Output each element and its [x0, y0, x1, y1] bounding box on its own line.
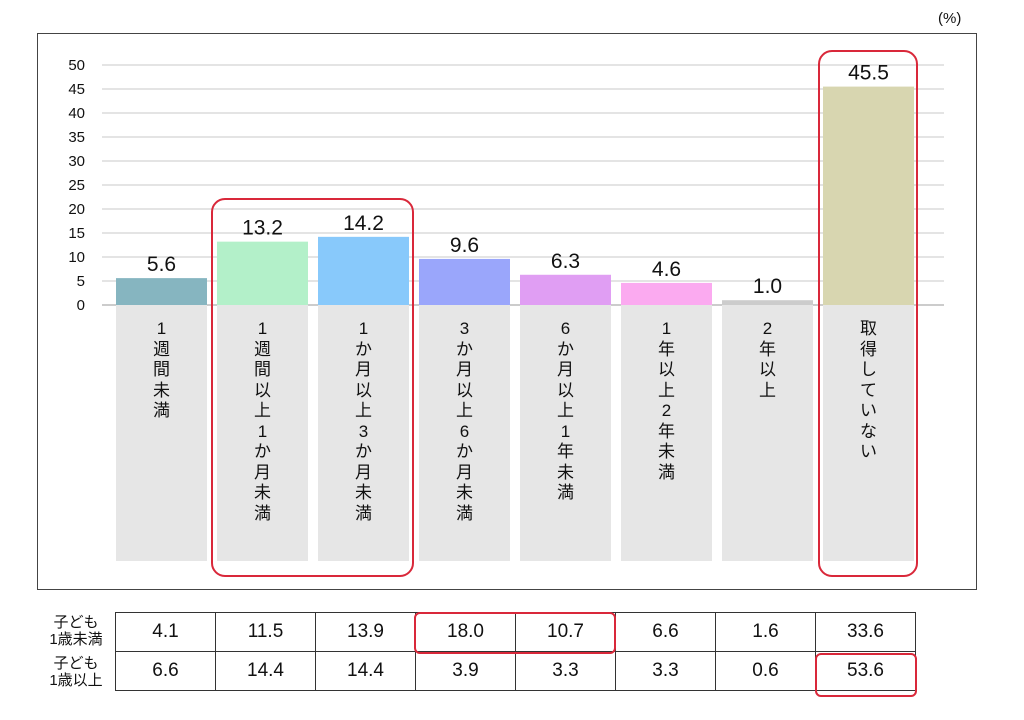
y-tick-label: 0	[77, 297, 85, 314]
category-label-panel	[621, 305, 712, 561]
bar	[318, 236, 409, 305]
value-label: 14.2	[343, 212, 384, 235]
row-label-under-1: 子ども 1歳未満	[49, 614, 103, 648]
value-label: 9.6	[450, 234, 479, 257]
category-label: 3か月以上6か月未満	[456, 319, 473, 523]
y-tick-label: 15	[68, 225, 85, 242]
value-label: 1.0	[753, 275, 782, 298]
y-tick-label: 5	[77, 273, 85, 290]
comparison-table: 4.1 11.5 13.9 18.0 10.7 6.6 1.6 33.6 6.6 14.4 14.4…	[115, 612, 916, 691]
y-tick-label: 25	[68, 177, 85, 194]
bar-chart: 0 5 10 15 20 25 30 35 40 45 50 5.6 13.2 14.2 9.6 6.3 4.…	[68, 57, 944, 561]
table-cell: 1.6	[715, 612, 816, 652]
bar	[419, 258, 510, 305]
value-label: 13.2	[242, 217, 283, 240]
category-label-panel	[419, 305, 510, 561]
category-label-panel	[823, 305, 914, 561]
bar	[116, 278, 207, 305]
bar	[217, 241, 308, 305]
bar	[823, 86, 914, 305]
table-cell: 14.4	[315, 651, 416, 691]
category-label: 1週間以上1か月未満	[254, 319, 271, 523]
category-label: 2年以上	[759, 319, 776, 400]
y-tick-label: 40	[68, 105, 85, 122]
category-label: 6か月以上1年未満	[557, 319, 574, 502]
y-tick-label: 10	[68, 249, 85, 266]
category-label: 取得していない	[860, 319, 877, 461]
table-highlight-row2	[815, 653, 917, 697]
table-cell: 6.6	[615, 612, 716, 652]
row-label-over-1: 子ども 1歳以上	[49, 655, 103, 689]
table-cell: 3.3	[515, 651, 616, 691]
table-cell: 11.5	[215, 612, 316, 652]
table-cell: 14.4	[215, 651, 316, 691]
bar	[722, 300, 813, 305]
highlight-box-not-taken	[818, 50, 918, 577]
table-cell: 6.6	[115, 651, 216, 691]
category-label: 1週間未満	[153, 319, 170, 420]
category-label-panel	[116, 305, 207, 561]
chart-frame: 0 5 10 15 20 25 30 35 40 45 50 5.6 13.2 14.2 9.6 6.3 4.…	[37, 33, 977, 590]
bar	[520, 274, 611, 305]
value-label: 4.6	[652, 258, 681, 281]
table-highlight-row1	[414, 612, 616, 654]
value-label: 45.5	[848, 62, 889, 85]
category-label-panel	[318, 305, 409, 561]
table-cell: 13.9	[315, 612, 416, 652]
y-tick-label: 50	[68, 57, 85, 74]
y-tick-label: 20	[68, 201, 85, 218]
table-cell: 3.9	[415, 651, 516, 691]
table-cell: 33.6	[815, 612, 916, 652]
unit-label: (%)	[938, 10, 962, 27]
y-tick-label: 45	[68, 81, 85, 98]
bar	[621, 282, 712, 305]
y-tick-label: 35	[68, 129, 85, 146]
category-label: 1年以上2年未満	[658, 319, 675, 482]
category-label: 1か月以上3か月未満	[355, 319, 372, 523]
table-cell: 0.6	[715, 651, 816, 691]
category-label-panel	[722, 305, 813, 561]
table-row: 6.6 14.4 14.4 3.9 3.3 3.3 0.6 53.6	[115, 651, 916, 691]
table-cell: 4.1	[115, 612, 216, 652]
category-label-panel	[217, 305, 308, 561]
value-label: 6.3	[551, 250, 580, 273]
category-label-panel	[520, 305, 611, 561]
highlight-box-1w-3m	[211, 198, 414, 577]
y-tick-label: 30	[68, 153, 85, 170]
value-label: 5.6	[147, 253, 176, 276]
table-cell: 3.3	[615, 651, 716, 691]
